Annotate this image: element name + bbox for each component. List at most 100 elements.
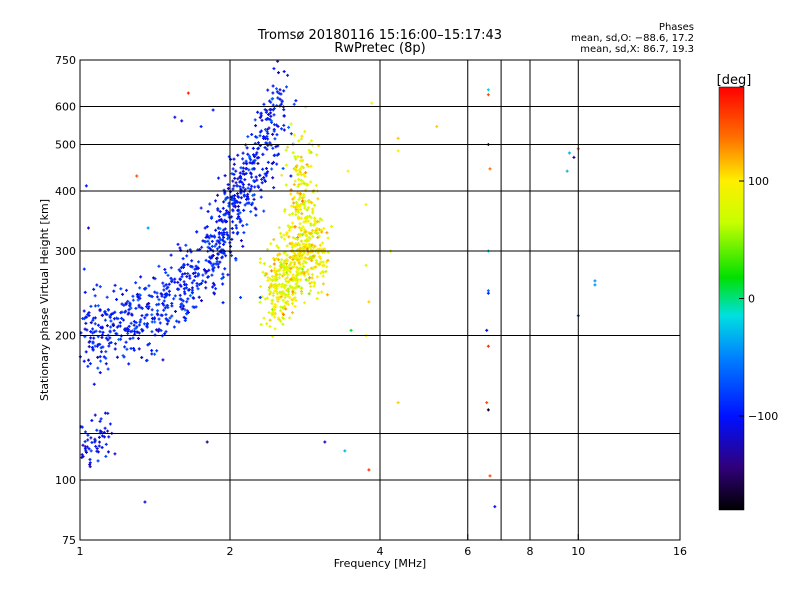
data-point xyxy=(225,220,229,224)
data-point xyxy=(121,354,125,358)
data-point xyxy=(309,216,313,220)
data-point xyxy=(306,268,310,272)
data-point xyxy=(263,273,267,277)
data-point xyxy=(271,311,275,315)
data-point xyxy=(255,151,259,155)
data-point xyxy=(100,313,104,317)
data-point xyxy=(136,292,140,296)
data-point xyxy=(156,313,160,317)
data-point xyxy=(101,345,105,349)
data-point xyxy=(269,119,273,123)
data-point xyxy=(166,273,170,277)
data-point xyxy=(307,148,311,152)
data-point xyxy=(261,152,265,156)
data-point xyxy=(113,310,117,314)
data-point xyxy=(178,293,182,297)
data-point xyxy=(231,167,235,171)
data-point xyxy=(123,345,127,349)
data-point xyxy=(262,135,266,139)
data-point xyxy=(83,290,87,294)
data-point xyxy=(286,302,290,306)
data-point xyxy=(300,286,304,290)
data-point xyxy=(286,287,290,291)
data-point xyxy=(108,422,112,426)
data-point xyxy=(140,328,144,332)
data-point xyxy=(293,262,297,266)
data-point xyxy=(249,171,253,175)
data-point xyxy=(262,262,266,266)
data-point xyxy=(178,297,182,301)
data-point xyxy=(263,146,267,150)
data-point-isolated xyxy=(258,296,262,300)
data-point xyxy=(280,258,284,262)
data-point xyxy=(290,225,294,229)
data-point xyxy=(178,246,182,250)
data-point xyxy=(105,295,109,299)
data-point xyxy=(95,344,99,348)
data-point xyxy=(301,242,305,246)
data-point xyxy=(120,316,124,320)
data-point xyxy=(245,146,249,150)
data-point xyxy=(118,324,122,328)
data-point xyxy=(301,180,305,184)
data-point xyxy=(276,124,280,128)
data-point-isolated xyxy=(343,449,347,453)
x-axis-label: Frequency [MHz] xyxy=(334,557,426,570)
data-point xyxy=(87,345,91,349)
data-point xyxy=(108,336,112,340)
data-point xyxy=(177,287,181,291)
data-point xyxy=(236,212,240,216)
data-point xyxy=(193,274,197,278)
data-point xyxy=(330,224,334,228)
data-point xyxy=(238,211,242,215)
data-point xyxy=(204,280,208,284)
colorbar-tick-label: 100 xyxy=(748,175,769,188)
data-point xyxy=(309,164,313,168)
data-point xyxy=(90,441,94,445)
data-point xyxy=(301,262,305,266)
y-tick-label: 750 xyxy=(55,54,76,67)
data-point xyxy=(132,346,136,350)
data-point xyxy=(96,459,100,463)
data-point xyxy=(84,350,88,354)
data-point xyxy=(300,267,304,271)
data-point xyxy=(120,302,124,306)
data-point xyxy=(223,267,227,271)
data-point xyxy=(284,279,288,283)
data-point xyxy=(235,184,239,188)
data-point-isolated xyxy=(135,174,139,178)
data-point xyxy=(313,219,317,223)
data-point xyxy=(190,281,194,285)
data-point xyxy=(295,265,299,269)
data-point xyxy=(98,355,102,359)
data-point xyxy=(312,216,316,220)
data-point xyxy=(270,299,274,303)
data-point xyxy=(138,286,142,290)
data-point xyxy=(282,283,286,287)
data-point xyxy=(276,246,280,250)
data-point xyxy=(247,183,251,187)
data-point xyxy=(281,298,285,302)
data-point xyxy=(284,288,288,292)
data-point-isolated xyxy=(486,344,490,348)
data-point xyxy=(111,323,115,327)
data-point xyxy=(301,225,305,229)
data-point xyxy=(298,195,302,199)
data-point xyxy=(185,254,189,258)
data-point-isolated xyxy=(289,174,293,178)
data-point xyxy=(156,309,160,313)
data-point xyxy=(318,247,322,251)
data-point xyxy=(280,282,284,286)
data-point xyxy=(137,323,141,327)
data-point xyxy=(270,301,274,305)
data-point xyxy=(126,312,130,316)
data-point xyxy=(322,226,326,230)
x-tick-label: 4 xyxy=(377,545,384,558)
data-point xyxy=(123,328,127,332)
data-point xyxy=(282,89,286,93)
data-point xyxy=(286,268,290,272)
data-point xyxy=(288,255,292,259)
data-point xyxy=(258,134,262,138)
data-point xyxy=(161,302,165,306)
